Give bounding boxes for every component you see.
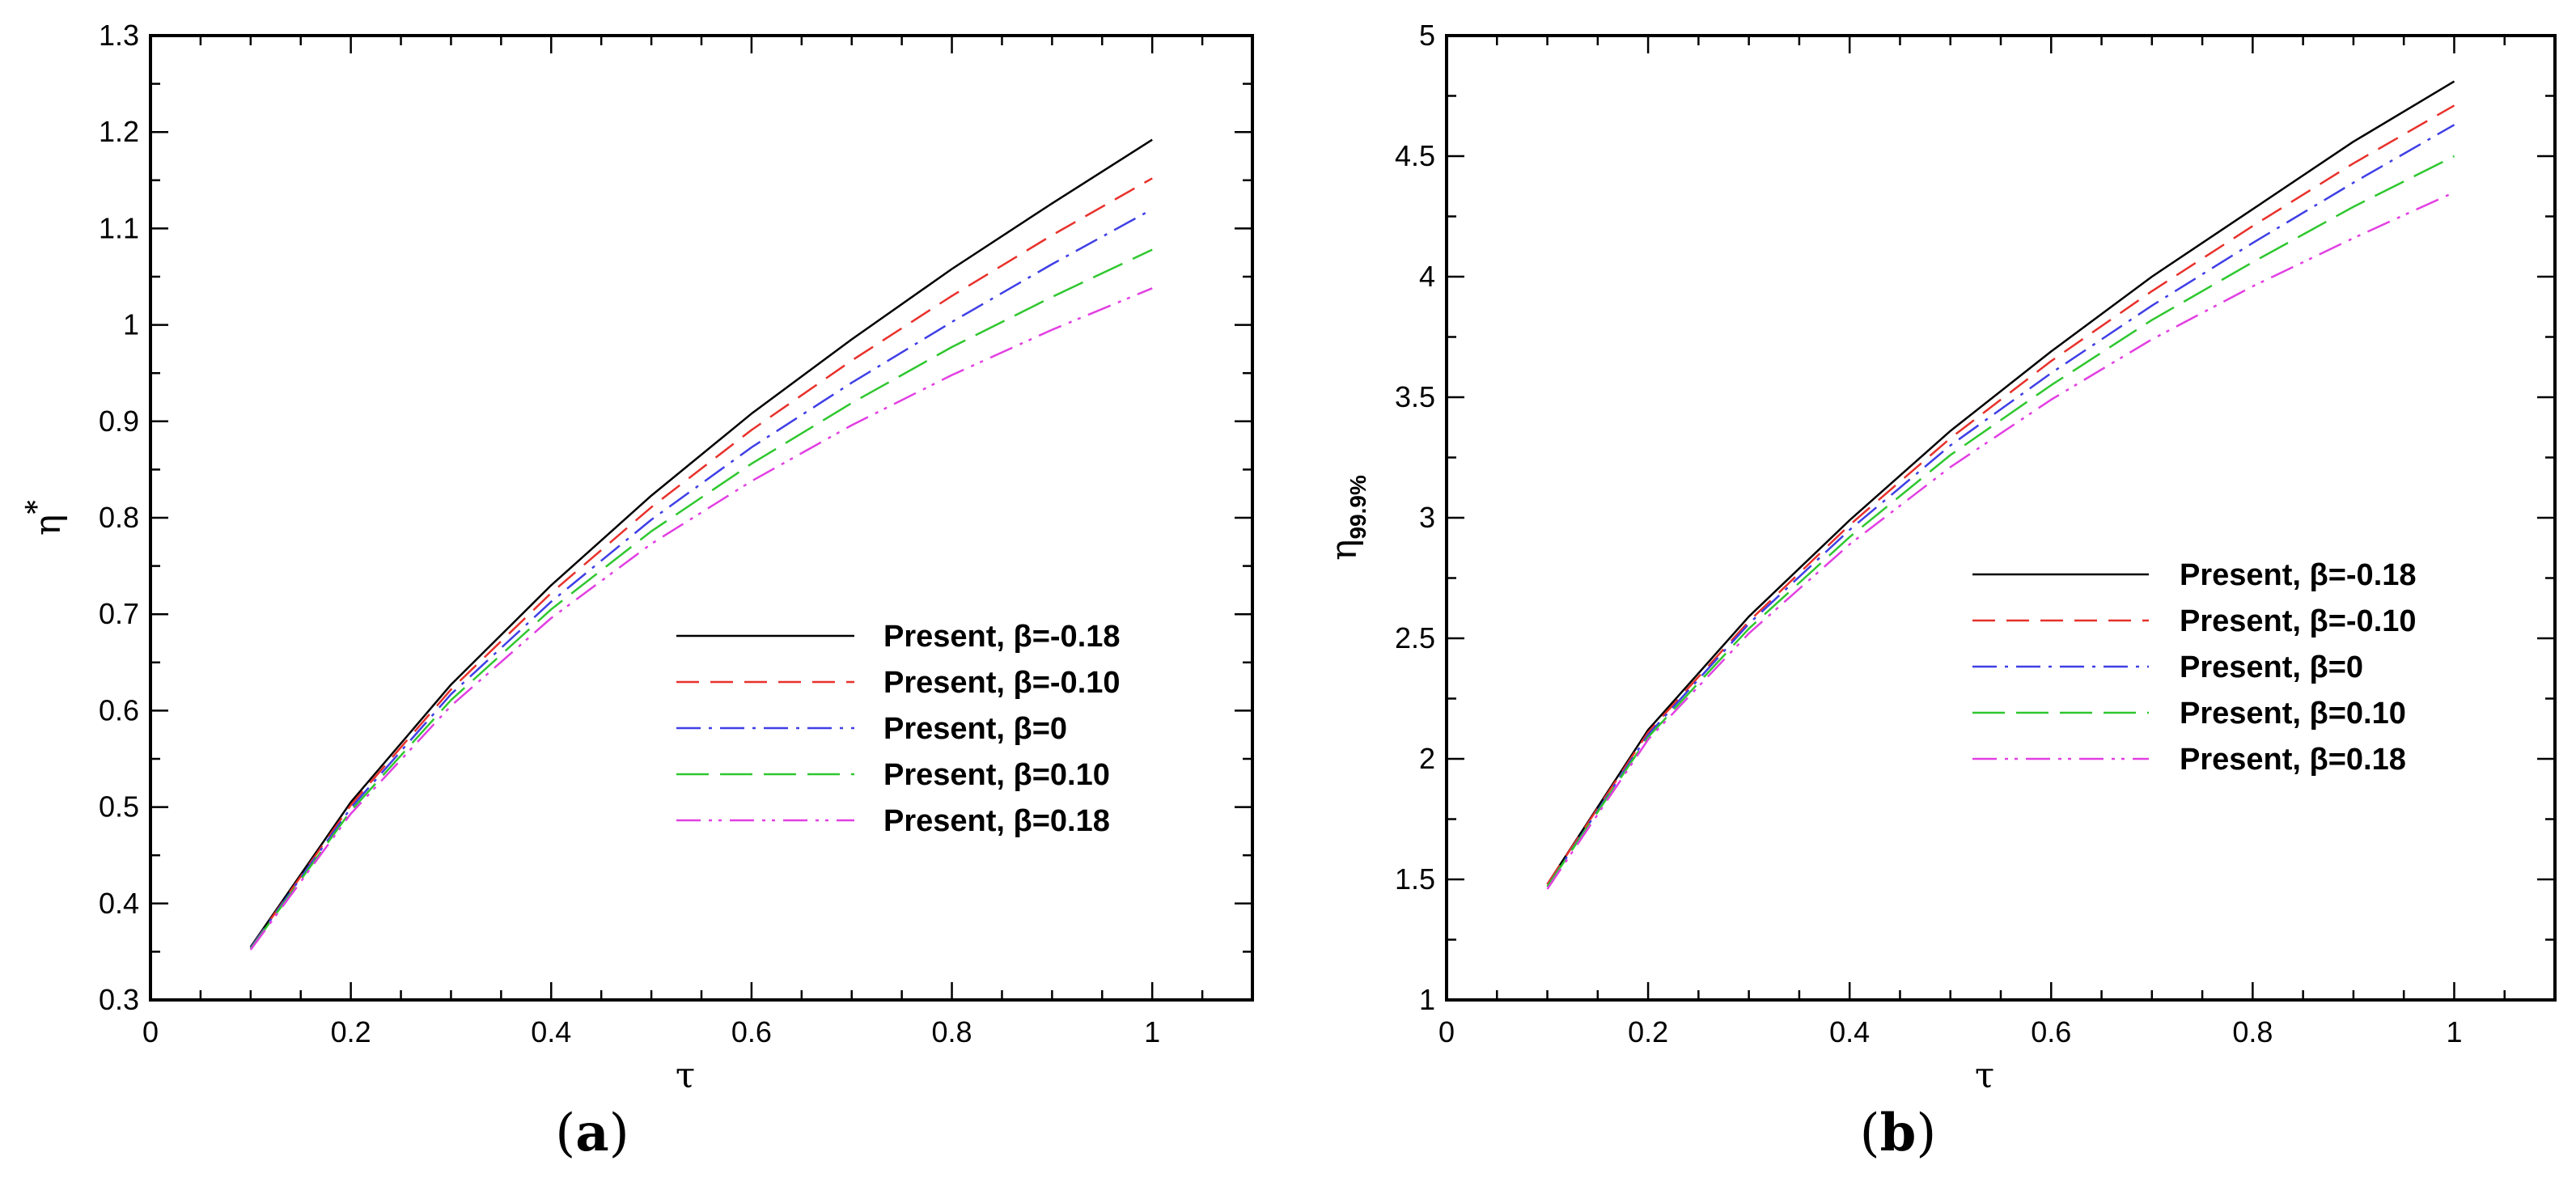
series-line-4 xyxy=(1546,191,2455,890)
y-tick-label: 0.5 xyxy=(99,790,139,824)
series-line-3 xyxy=(249,248,1153,950)
series-line-3 xyxy=(1546,155,2455,887)
y-tick-label: 1.5 xyxy=(1395,862,1435,896)
x-tick-label: 0.8 xyxy=(2232,1015,2273,1048)
x-tick-label: 0.6 xyxy=(731,1015,772,1048)
legend-entry-3: Present, β=0.10 xyxy=(883,758,1110,792)
y-tick-label: 1.1 xyxy=(99,211,139,244)
caption-paren-open: ( xyxy=(555,1103,575,1163)
x-tick-label: 0.2 xyxy=(1628,1015,1668,1048)
caption-paren-close: ) xyxy=(609,1103,629,1163)
y-axis-label-subscript: 99.9% xyxy=(1345,475,1371,539)
x-axis-label: τ xyxy=(1975,1055,1994,1096)
y-axis-label-main: η xyxy=(1324,540,1365,561)
y-tick-label: 2.5 xyxy=(1395,621,1435,654)
series-line-4 xyxy=(249,287,1153,951)
legend-entry-2: Present, β=0 xyxy=(2180,650,2363,684)
x-tick-label: 0.2 xyxy=(331,1015,371,1048)
y-axis-label-superscript: * xyxy=(20,500,53,515)
legend-entry-2: Present, β=0 xyxy=(883,712,1067,746)
caption-letter: b xyxy=(1880,1103,1917,1163)
x-tick-label: 0 xyxy=(1438,1015,1455,1048)
y-tick-label: 0.7 xyxy=(99,597,139,630)
series-line-1 xyxy=(249,177,1153,949)
series-line-2 xyxy=(1546,124,2455,887)
x-tick-label: 0.4 xyxy=(531,1015,571,1048)
chart-panel-a: 0 0.2 0.4 0.6 0.8 1 0.3 0.4 0.5 0.6 0.7 0.8 0.9 1 1.1 1… xyxy=(20,19,1254,1163)
y-axis-label: η* xyxy=(20,500,69,536)
series-line-0 xyxy=(1546,80,2455,885)
y-tick-label: 3.5 xyxy=(1395,380,1435,413)
x-tick-label: 1 xyxy=(2446,1015,2462,1048)
y-tick-label: 2 xyxy=(1419,742,1435,775)
caption-paren-open: ( xyxy=(1860,1103,1880,1163)
legend-entry-0: Present, β=-0.18 xyxy=(883,620,1121,654)
plot-frame xyxy=(1445,34,2557,1002)
legend-entry-0: Present, β=-0.18 xyxy=(2180,558,2417,592)
panel-caption: (a) xyxy=(555,1103,629,1163)
legend-entry-4: Present, β=0.18 xyxy=(2180,743,2406,777)
caption-letter: a xyxy=(575,1103,608,1163)
x-tick-label: 0.4 xyxy=(1829,1015,1870,1048)
y-tick-label: 1 xyxy=(123,308,139,341)
series-line-1 xyxy=(1546,104,2455,885)
y-tick-label: 0.4 xyxy=(99,887,139,920)
chart-panel-b: 0 0.2 0.4 0.6 0.8 1 1 1.5 2 2.5 3 3.5 4 4.5 5 τ η99.9% Pr… xyxy=(1324,19,2557,1163)
x-tick-label: 0.8 xyxy=(932,1015,972,1048)
y-tick-label: 0.3 xyxy=(99,983,139,1016)
y-tick-label: 0.8 xyxy=(99,501,139,534)
series-line-2 xyxy=(249,208,1153,949)
x-tick-label: 1 xyxy=(1144,1015,1160,1048)
y-tick-label: 0.6 xyxy=(99,693,139,726)
x-tick-label: 0.6 xyxy=(2031,1015,2071,1048)
y-tick-label: 3 xyxy=(1419,501,1435,534)
caption-paren-close: ) xyxy=(1916,1103,1936,1163)
legend-entry-4: Present, β=0.18 xyxy=(883,804,1110,838)
y-tick-label: 0.9 xyxy=(99,405,139,438)
legend-entry-3: Present, β=0.10 xyxy=(2180,697,2406,731)
legend-entry-1: Present, β=-0.10 xyxy=(883,666,1121,700)
y-tick-label: 1 xyxy=(1419,983,1435,1016)
panel-caption: (b) xyxy=(1860,1103,1937,1163)
y-tick-label: 4.5 xyxy=(1395,139,1435,172)
y-tick-label: 1.3 xyxy=(99,19,139,52)
y-axis-label-main: η xyxy=(28,515,69,536)
y-tick-label: 1.2 xyxy=(99,115,139,148)
legend-entry-1: Present, β=-0.10 xyxy=(2180,604,2417,638)
y-tick-label: 5 xyxy=(1419,19,1435,52)
x-tick-label: 0 xyxy=(142,1015,159,1048)
y-tick-label: 4 xyxy=(1419,260,1435,293)
x-axis-label: τ xyxy=(676,1055,695,1096)
series-line-0 xyxy=(249,138,1153,948)
y-axis-label: η99.9% xyxy=(1324,475,1371,561)
